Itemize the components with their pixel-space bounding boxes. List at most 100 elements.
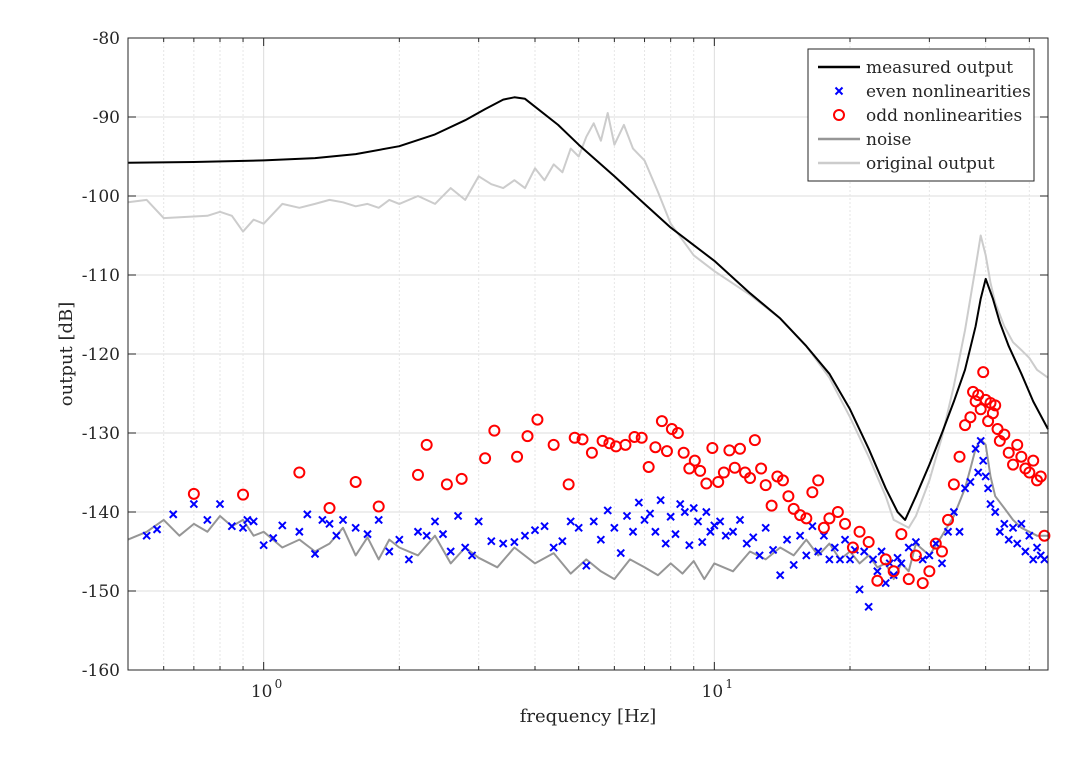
legend-o-swatch xyxy=(833,109,845,121)
odd-marker xyxy=(748,434,761,447)
even-marker xyxy=(661,539,670,548)
even-marker xyxy=(566,517,575,526)
even-marker xyxy=(278,521,287,530)
odd-marker xyxy=(744,472,757,485)
even-marker xyxy=(728,527,738,536)
odd-marker xyxy=(871,574,884,587)
legend-x-swatch xyxy=(834,86,844,96)
even-marker xyxy=(610,523,619,533)
even-marker xyxy=(510,537,519,547)
even-marker xyxy=(795,531,805,540)
even-marker xyxy=(520,531,530,540)
odd-marker xyxy=(655,415,668,428)
even-marker xyxy=(710,521,719,530)
odd-marker xyxy=(688,454,701,467)
even-marker xyxy=(640,515,649,525)
odd-marker xyxy=(728,461,741,474)
odd-marker xyxy=(862,536,875,549)
even-marker xyxy=(981,472,990,481)
y-tick-label: -100 xyxy=(82,187,120,207)
even-marker xyxy=(825,555,834,564)
even-marker xyxy=(960,484,970,493)
odd-marker xyxy=(642,460,655,473)
even-marker xyxy=(808,522,817,531)
odd-marker xyxy=(440,478,453,491)
even-marker xyxy=(755,551,764,560)
odd-marker xyxy=(1015,450,1028,463)
even-marker xyxy=(374,515,383,525)
even-marker xyxy=(955,527,964,536)
odd-marker xyxy=(839,517,852,530)
odd-marker xyxy=(706,442,719,455)
even-marker xyxy=(189,499,199,509)
even-marker xyxy=(474,517,483,526)
even-marker xyxy=(893,553,902,563)
even-marker xyxy=(864,602,873,612)
even-marker xyxy=(318,515,327,525)
measured-output-line xyxy=(127,96,1049,521)
even-marker xyxy=(498,539,508,548)
odd-marker xyxy=(755,462,768,475)
even-marker xyxy=(925,551,934,560)
series-odd-nonlinearities xyxy=(187,366,1051,590)
odd-marker xyxy=(576,433,589,446)
odd-marker xyxy=(909,549,922,562)
even-marker xyxy=(671,529,680,539)
odd-marker xyxy=(488,424,501,437)
even-marker xyxy=(966,477,975,487)
legend-label: noise xyxy=(866,130,911,150)
even-marker xyxy=(363,529,372,539)
x-tick-label-exponent: 0 xyxy=(275,677,283,691)
even-marker xyxy=(295,527,304,536)
odd-marker xyxy=(787,502,800,515)
even-marker xyxy=(904,543,913,552)
x-tick-label: 10 1 xyxy=(702,677,733,702)
odd-marker xyxy=(806,486,819,499)
even-marker xyxy=(616,548,625,558)
odd-marker xyxy=(585,446,598,459)
odd-marker xyxy=(942,513,955,526)
even-marker xyxy=(152,525,162,534)
even-marker xyxy=(897,559,906,568)
x-tick-label: 10 0 xyxy=(251,677,282,702)
even-marker xyxy=(1040,555,1049,564)
noise-line xyxy=(127,438,1048,581)
even-marker xyxy=(540,522,549,531)
even-marker xyxy=(243,515,252,525)
odd-marker xyxy=(683,462,696,475)
even-marker xyxy=(721,531,730,540)
odd-marker xyxy=(717,466,730,479)
odd-marker xyxy=(923,565,936,578)
even-marker xyxy=(530,525,540,535)
even-marker xyxy=(1013,539,1022,548)
odd-marker xyxy=(1023,466,1036,479)
odd-marker xyxy=(187,487,200,500)
odd-marker xyxy=(372,500,385,513)
even-marker xyxy=(761,523,770,533)
even-marker xyxy=(735,515,745,525)
even-marker xyxy=(1008,523,1018,533)
even-marker xyxy=(979,456,988,465)
even-marker xyxy=(973,468,983,477)
even-marker xyxy=(802,551,811,560)
y-tick-label: -90 xyxy=(93,108,120,128)
even-marker xyxy=(596,535,606,544)
even-marker xyxy=(749,533,758,542)
odd-marker xyxy=(846,541,859,554)
odd-marker xyxy=(323,502,336,515)
even-marker xyxy=(845,555,855,564)
even-marker xyxy=(742,539,751,548)
even-marker xyxy=(574,523,583,533)
odd-marker xyxy=(1011,438,1024,451)
even-marker xyxy=(1029,555,1038,564)
odd-marker xyxy=(712,475,725,488)
even-marker xyxy=(446,547,455,556)
even-marker xyxy=(835,555,845,564)
odd-marker xyxy=(237,488,250,501)
even-marker xyxy=(351,523,360,533)
even-marker xyxy=(1017,519,1026,529)
even-marker xyxy=(453,511,463,521)
x-axis-label: frequency [Hz] xyxy=(520,706,656,727)
odd-marker xyxy=(817,521,830,534)
even-marker xyxy=(549,543,558,552)
